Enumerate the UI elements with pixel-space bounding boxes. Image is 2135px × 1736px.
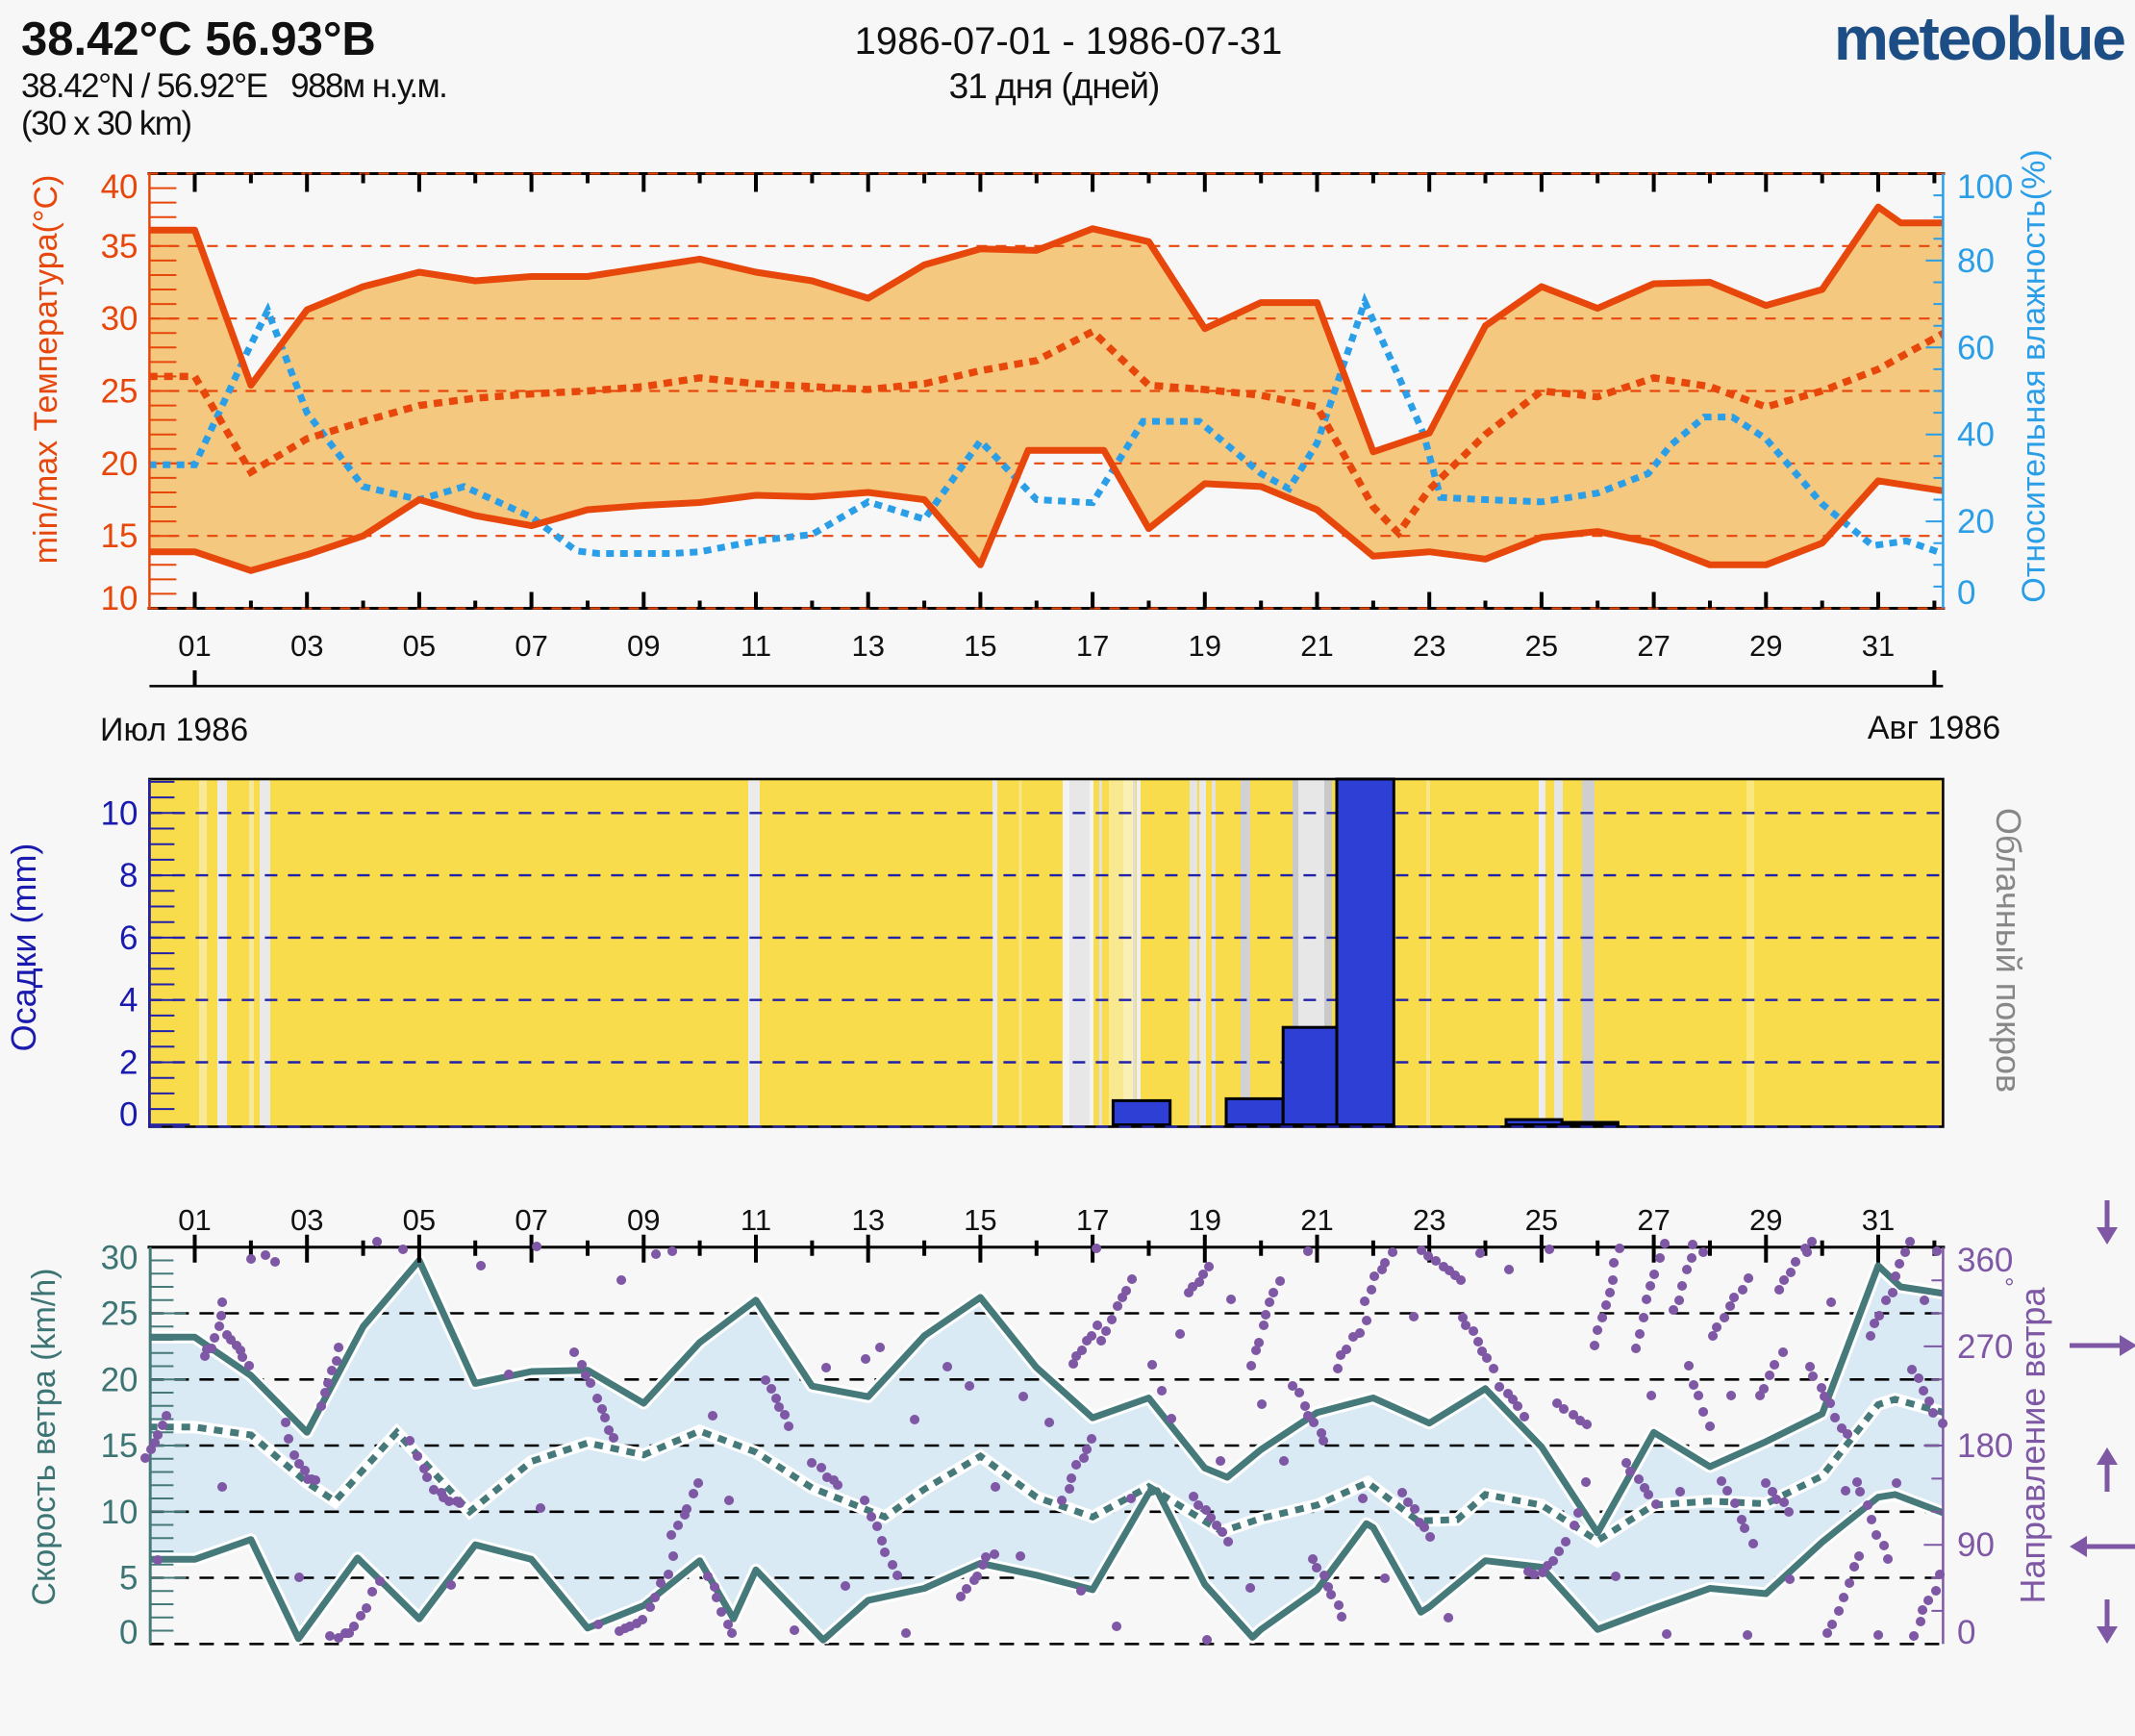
svg-text:Скорость ветра (km/h): Скорость ветра (km/h): [26, 1269, 63, 1606]
svg-text:2: 2: [119, 1044, 138, 1082]
svg-text:13: 13: [851, 629, 884, 663]
svg-text:Направление ветра: Направление ветра: [2013, 1287, 2052, 1604]
svg-text:19: 19: [1189, 1203, 1221, 1237]
svg-text:8: 8: [119, 857, 138, 894]
svg-text:40: 40: [101, 168, 138, 206]
svg-text:31: 31: [1862, 1203, 1895, 1237]
svg-text:25: 25: [1525, 629, 1558, 663]
svg-text:17: 17: [1076, 1203, 1109, 1237]
svg-text:11: 11: [741, 629, 771, 663]
svg-text:20: 20: [101, 1361, 138, 1398]
svg-text:29: 29: [1749, 1203, 1782, 1237]
svg-text:6: 6: [119, 919, 138, 957]
svg-text:13: 13: [851, 1203, 884, 1237]
svg-text:1986-07-01 - 1986-07-31: 1986-07-01 - 1986-07-31: [855, 20, 1283, 63]
svg-text:27: 27: [1637, 629, 1670, 663]
svg-text:min/max Температура(°C): min/max Температура(°C): [28, 175, 64, 565]
svg-text:100: 100: [1957, 168, 2013, 206]
svg-text:19: 19: [1189, 629, 1221, 663]
svg-text:Июл 1986: Июл 1986: [100, 712, 248, 748]
svg-text:38.42°C 56.93°В: 38.42°C 56.93°В: [21, 13, 376, 65]
svg-text:15: 15: [101, 1427, 138, 1465]
svg-text:01: 01: [178, 629, 211, 663]
svg-text:10: 10: [101, 580, 138, 617]
svg-text:80: 80: [1957, 242, 1995, 280]
svg-text:21: 21: [1300, 629, 1333, 663]
svg-text:0: 0: [1957, 1614, 1975, 1651]
svg-text:03: 03: [290, 629, 323, 663]
svg-text:05: 05: [403, 1203, 436, 1237]
svg-text:60: 60: [1957, 329, 1995, 366]
svg-text:30: 30: [101, 300, 138, 338]
svg-text:Осадки (mm): Осадки (mm): [4, 843, 43, 1052]
svg-text:Относительная влажность(%): Относительная влажность(%): [2016, 149, 2052, 602]
svg-text:(30 x 30 km): (30 x 30 km): [21, 105, 191, 142]
svg-text:Авг 1986: Авг 1986: [1868, 710, 2000, 746]
svg-text:25: 25: [1525, 1203, 1558, 1237]
svg-text:27: 27: [1637, 1203, 1670, 1237]
svg-text:180: 180: [1957, 1427, 2013, 1465]
svg-text:25: 25: [101, 1296, 138, 1333]
svg-text:09: 09: [627, 629, 660, 663]
svg-text:4: 4: [119, 982, 138, 1019]
svg-text:31 дня (дней): 31 дня (дней): [949, 66, 1160, 106]
svg-text:5: 5: [119, 1560, 138, 1598]
svg-text:09: 09: [627, 1203, 660, 1237]
svg-text:30: 30: [101, 1240, 138, 1277]
svg-text:17: 17: [1076, 629, 1109, 663]
svg-text:0: 0: [119, 1614, 138, 1651]
svg-text:15: 15: [964, 1203, 996, 1237]
svg-text:21: 21: [1300, 1203, 1333, 1237]
svg-text:10: 10: [101, 1494, 138, 1531]
svg-text:0: 0: [119, 1096, 138, 1134]
svg-text:29: 29: [1749, 629, 1782, 663]
svg-text:20: 20: [1957, 503, 1995, 541]
svg-text:10: 10: [101, 794, 138, 832]
svg-text:11: 11: [741, 1203, 771, 1237]
svg-text:°: °: [2000, 1277, 2029, 1287]
svg-text:31: 31: [1862, 629, 1895, 663]
svg-text:38.42°N / 56.92°E 988м н.у.м: 38.42°N / 56.92°E 988м н.у.м.: [21, 67, 446, 105]
svg-text:Облачный покров: Облачный покров: [1989, 808, 2028, 1093]
svg-text:03: 03: [290, 1203, 323, 1237]
svg-text:meteoblue: meteoblue: [1834, 4, 2124, 73]
svg-text:01: 01: [178, 1203, 211, 1237]
svg-text:0: 0: [1957, 574, 1975, 612]
svg-text:23: 23: [1413, 1203, 1445, 1237]
svg-text:25: 25: [101, 373, 138, 411]
svg-text:35: 35: [101, 228, 138, 265]
svg-text:90: 90: [1957, 1526, 1995, 1564]
svg-text:360: 360: [1957, 1242, 2013, 1279]
svg-text:40: 40: [1957, 416, 1995, 454]
svg-text:05: 05: [403, 629, 436, 663]
svg-text:07: 07: [515, 1203, 547, 1237]
svg-text:15: 15: [964, 629, 996, 663]
svg-text:270: 270: [1957, 1328, 2013, 1366]
svg-text:20: 20: [101, 445, 138, 483]
svg-text:15: 15: [101, 517, 138, 555]
svg-text:07: 07: [515, 629, 547, 663]
svg-text:23: 23: [1413, 629, 1445, 663]
